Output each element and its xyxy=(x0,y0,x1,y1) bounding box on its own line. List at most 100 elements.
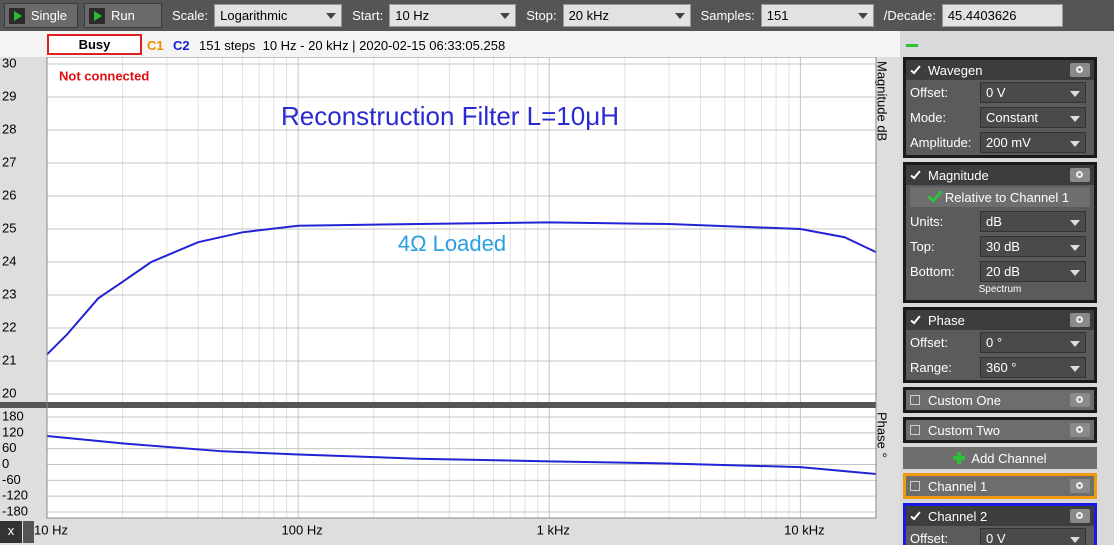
annotation: 4Ω Loaded xyxy=(398,231,506,256)
panel-title: Magnitude xyxy=(928,167,989,183)
close-button[interactable]: x xyxy=(0,521,22,543)
plus-icon xyxy=(953,452,966,464)
field-combo[interactable]: 20 kHz xyxy=(562,4,691,27)
y-tick-label: 21 xyxy=(2,352,16,367)
y-tick-label: 30 xyxy=(2,55,16,70)
settings-button[interactable] xyxy=(1070,509,1090,523)
panel-title: Phase xyxy=(928,312,965,328)
panel-header: Magnitude xyxy=(906,165,1094,185)
setting-combo[interactable]: dB xyxy=(980,211,1086,232)
setting-combo[interactable]: 0 ° xyxy=(980,332,1086,353)
checkbox[interactable] xyxy=(910,65,920,75)
plot-bg xyxy=(47,408,876,518)
settings-button[interactable] xyxy=(1070,423,1090,437)
settings-button[interactable] xyxy=(1070,168,1090,182)
setting-label: Offset: xyxy=(910,85,949,100)
checkbox[interactable] xyxy=(910,481,920,491)
x-tick-label: 100 Hz xyxy=(282,522,323,537)
panel-header: Custom One xyxy=(906,390,1094,410)
panel-header: Channel 1 xyxy=(906,476,1094,496)
field-label: Samples: xyxy=(700,8,755,23)
collapse-icon[interactable] xyxy=(906,44,918,47)
panel: Channel 2 Offset: 0 V xyxy=(903,503,1097,545)
y-tick-label: 29 xyxy=(2,88,16,103)
setting-label: Offset: xyxy=(910,531,949,545)
sidebar: Wavegen Offset: 0 V Mode: Constant Amplitude:… xyxy=(903,57,1097,545)
menu-arrow[interactable] xyxy=(23,521,34,543)
panel-title: Custom Two xyxy=(928,422,1001,438)
panel: Custom One xyxy=(903,387,1097,413)
x-tick-label: 10 Hz xyxy=(34,522,68,537)
toolbar-button[interactable]: Single xyxy=(4,3,78,28)
panel-header: Channel 2 xyxy=(906,506,1094,526)
setting-combo[interactable]: 0 V xyxy=(980,82,1086,103)
field-combo[interactable]: 151 xyxy=(760,4,874,27)
data-line xyxy=(46,435,877,475)
checkbox[interactable] xyxy=(910,511,920,521)
field-label: Scale: xyxy=(172,8,209,23)
annotation: Reconstruction Filter L=10μH xyxy=(281,101,619,131)
settings-button[interactable] xyxy=(1070,63,1090,77)
y-tick-label: 20 xyxy=(2,385,16,400)
y-tick-label: 22 xyxy=(2,319,16,334)
panel: Wavegen Offset: 0 V Mode: Constant Amplitude:… xyxy=(903,57,1097,158)
field-label: /Decade: xyxy=(883,8,936,23)
button-icon xyxy=(9,7,25,24)
checkbox[interactable] xyxy=(910,425,920,435)
setting-row: Offset: 0 V xyxy=(906,80,1094,105)
chart: 20 21 22 23 24 25 26 27 28 29 30 Magnitude dB Recons… xyxy=(0,33,897,538)
setting-combo[interactable]: 0 V xyxy=(980,528,1086,545)
add-channel-button[interactable]: Add Channel xyxy=(903,447,1097,469)
state-indicator: Busy xyxy=(47,34,142,55)
panel-title: Channel 1 xyxy=(928,478,988,494)
panel-header: Wavegen xyxy=(906,60,1094,80)
y-tick-label: 23 xyxy=(2,286,16,301)
field-label: Stop: xyxy=(526,8,557,23)
y-tick-label: 25 xyxy=(2,220,16,235)
setting-label: Mode: xyxy=(910,110,947,125)
reference-button[interactable]: Relative to Channel 1 xyxy=(910,187,1090,207)
panel-header: Phase xyxy=(906,310,1094,330)
plot-border xyxy=(46,56,877,519)
setting-combo[interactable]: 200 mV xyxy=(980,132,1086,153)
y-tick-label: 0 xyxy=(2,456,9,471)
setting-label: Offset: xyxy=(910,335,949,350)
checkbox[interactable] xyxy=(910,395,920,405)
panel-title: Custom One xyxy=(928,392,1001,408)
field-combo[interactable]: Logarithmic xyxy=(214,4,343,27)
settings-button[interactable] xyxy=(1070,313,1090,327)
setting-row: Amplitude: 200 mV xyxy=(906,130,1094,155)
check-icon xyxy=(927,187,943,203)
connection-status: Not connected xyxy=(59,68,149,83)
panel-title: Wavegen xyxy=(928,62,983,78)
setting-label: Amplitude: xyxy=(910,135,972,150)
y-tick-label: -60 xyxy=(2,472,21,487)
settings-button[interactable] xyxy=(1070,393,1090,407)
y-axis-label: Magnitude dB xyxy=(875,61,890,141)
setting-row: Offset: 0 ° xyxy=(906,330,1094,355)
field-combo[interactable]: 10 Hz xyxy=(389,4,517,27)
channel-tag[interactable]: C1 xyxy=(147,38,164,53)
checkbox[interactable] xyxy=(910,170,920,180)
x-tick-label: 1 kHz xyxy=(537,522,570,537)
setting-row: Bottom: 20 dB xyxy=(906,259,1094,284)
toolbar-button[interactable]: Run xyxy=(84,3,162,28)
field-combo[interactable]: 45.4403626 xyxy=(941,4,1063,27)
setting-row: Offset: 0 V xyxy=(906,526,1094,545)
settings-button[interactable] xyxy=(1070,479,1090,493)
button-icon xyxy=(89,7,105,24)
status-bar: Busy C1 C2 151 steps 10 Hz - 20 kHz | 20… xyxy=(0,31,900,57)
y-tick-label: 28 xyxy=(2,121,16,136)
checkbox[interactable] xyxy=(910,315,920,325)
status-info: 151 steps 10 Hz - 20 kHz | 2020-02-15 06… xyxy=(199,38,506,53)
setting-row: Range: 360 ° xyxy=(906,355,1094,380)
toolbar: Single Run Scale: Logarithmic Start: 10 Hz Sto… xyxy=(0,0,1114,31)
panel: Channel 1 xyxy=(903,473,1097,499)
channel-tag[interactable]: C2 xyxy=(173,38,190,53)
setting-combo[interactable]: 30 dB xyxy=(980,236,1086,257)
setting-combo[interactable]: 360 ° xyxy=(980,357,1086,378)
setting-combo[interactable]: Constant xyxy=(980,107,1086,128)
setting-combo[interactable]: 20 dB xyxy=(980,261,1086,282)
setting-label: Bottom: xyxy=(910,264,955,279)
